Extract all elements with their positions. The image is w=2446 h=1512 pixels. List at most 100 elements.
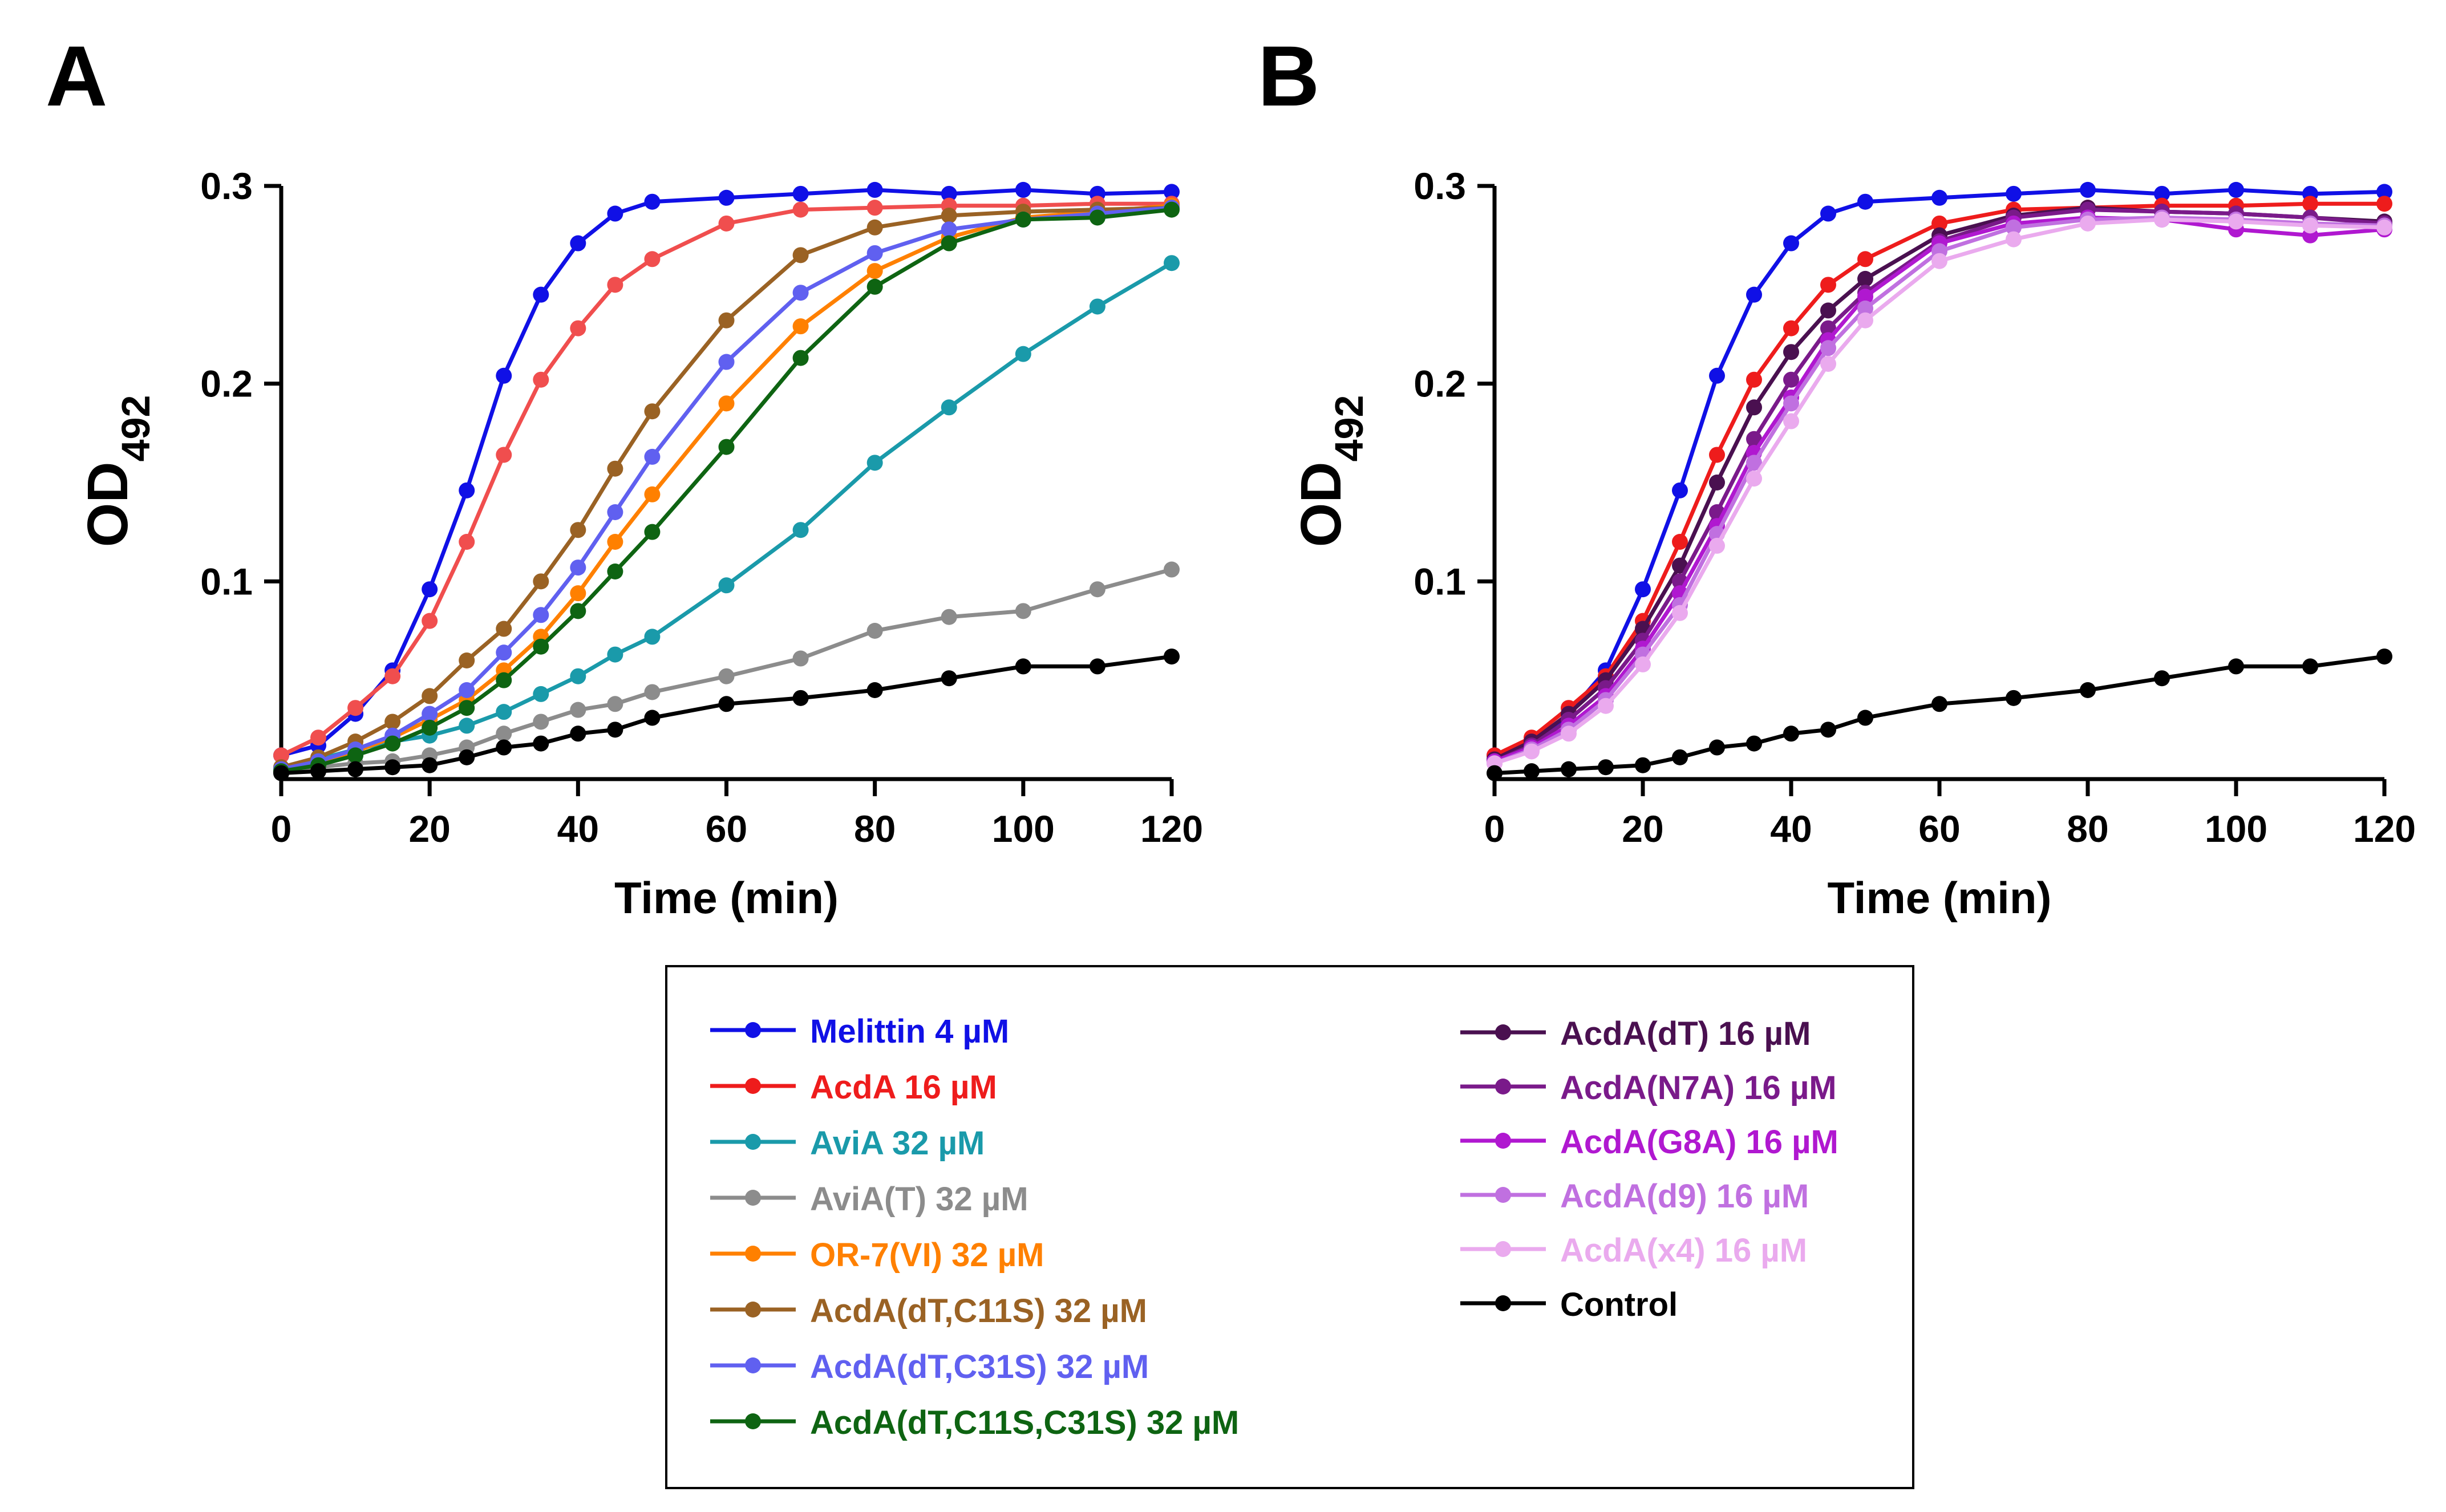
legend-label: AcdA(dT,C11S,C31S) 32 µM: [810, 1404, 1239, 1441]
data-point: [1820, 302, 1836, 319]
data-point: [2006, 185, 2022, 202]
x-tick-label: 40: [557, 808, 599, 850]
data-point: [273, 747, 289, 764]
data-point: [644, 524, 661, 540]
x-tick-label: 100: [992, 808, 1055, 850]
data-point: [2154, 211, 2170, 228]
data-point: [1820, 205, 1836, 222]
data-point: [310, 729, 327, 746]
data-point: [1164, 648, 1180, 665]
data-point: [422, 719, 438, 736]
data-point: [1783, 395, 1799, 412]
data-point: [1672, 605, 1688, 621]
data-point: [1015, 181, 1031, 198]
legend-marker: [1495, 1241, 1511, 1257]
data-point: [496, 367, 512, 384]
data-point: [1746, 399, 1762, 416]
data-point: [1487, 765, 1503, 781]
data-point: [1820, 340, 1836, 356]
data-point: [533, 735, 549, 752]
y-tick-label: 0.3: [1414, 165, 1466, 207]
legend-marker: [1495, 1133, 1511, 1149]
data-point: [718, 354, 735, 370]
data-point: [422, 706, 438, 722]
data-point: [1820, 277, 1836, 293]
legend-entry-acda-dt-16-m: AcdA(dT) 16 µM: [1460, 1015, 1811, 1052]
data-point: [347, 700, 364, 716]
data-point: [718, 696, 735, 712]
legend-entry-avia-t-32-m: AviA(T) 32 µM: [710, 1181, 1028, 1218]
data-point: [1783, 235, 1799, 252]
data-point: [718, 189, 735, 206]
data-point: [496, 725, 512, 742]
data-point: [496, 447, 512, 463]
data-point: [533, 638, 549, 655]
series-or-7-vi-32-m: [273, 197, 1180, 777]
data-point: [1857, 251, 1873, 267]
legend-entry-acda-16-m: AcdA 16 µM: [710, 1069, 997, 1106]
series-line: [1493, 205, 2385, 761]
data-point: [422, 688, 438, 704]
x-tick-label: 0: [271, 808, 292, 850]
y-axis-label: OD492: [76, 395, 158, 548]
legend-marker: [745, 1246, 761, 1262]
data-point: [347, 761, 364, 777]
data-point: [2228, 658, 2244, 675]
chart-panel-b: B 0 20 40 60 80 100 120 0.1 0.2 0.3 Time (min) OD492: [1258, 28, 2416, 923]
data-point: [718, 312, 735, 329]
data-point: [941, 235, 957, 252]
legend-label: Control: [1560, 1286, 1678, 1323]
data-point: [1015, 346, 1031, 362]
data-point: [422, 613, 438, 629]
data-point: [1783, 320, 1799, 337]
legend-label: AviA 32 µM: [810, 1125, 985, 1162]
panel-label: B: [1258, 28, 1319, 124]
data-point: [2376, 184, 2392, 200]
series-control: [1487, 648, 2392, 781]
data-point: [607, 534, 623, 550]
legend-label: Melittin 4 µM: [810, 1013, 1009, 1050]
data-point: [533, 286, 549, 303]
data-point: [718, 439, 735, 455]
data-point: [941, 208, 957, 224]
series-acda-dt-c11s-32-m: [273, 200, 1180, 776]
data-point: [496, 739, 512, 756]
data-point: [644, 710, 661, 726]
data-point: [570, 560, 586, 576]
data-point: [1635, 757, 1651, 773]
data-point: [866, 263, 883, 279]
data-point: [1783, 344, 1799, 360]
data-point: [792, 201, 809, 218]
data-point: [792, 185, 809, 202]
data-point: [384, 759, 401, 776]
legend-label: AcdA(dT) 16 µM: [1560, 1015, 1811, 1052]
legend-marker: [745, 1302, 761, 1318]
x-tick-label: 20: [1622, 808, 1663, 850]
data-point: [1709, 367, 1725, 384]
x-axis-label: Time (min): [614, 873, 839, 923]
data-point: [1635, 581, 1651, 598]
data-point: [1783, 371, 1799, 388]
legend-entry-melittin-4-m: Melittin 4 µM: [710, 1013, 1009, 1050]
data-point: [570, 668, 586, 684]
data-point: [1709, 739, 1725, 756]
data-point: [533, 607, 549, 623]
series-line: [281, 208, 1172, 773]
data-point: [533, 573, 549, 590]
data-point: [607, 504, 623, 520]
data-point: [718, 577, 735, 594]
data-point: [1783, 413, 1799, 429]
data-point: [941, 609, 957, 625]
data-point: [607, 205, 623, 222]
data-point: [1857, 312, 1873, 329]
data-point: [644, 251, 661, 267]
data-point: [570, 235, 586, 252]
series-acda-dt-c31s-32-m: [273, 200, 1180, 777]
data-point: [644, 629, 661, 645]
y-axis-label: OD492: [1289, 395, 1371, 548]
legend-entry-acda-dt-c11s-c31s-32-m: AcdA(dT,C11S,C31S) 32 µM: [710, 1404, 1239, 1441]
data-point: [792, 650, 809, 667]
data-point: [2376, 219, 2392, 236]
x-tick-label: 120: [1140, 808, 1203, 850]
